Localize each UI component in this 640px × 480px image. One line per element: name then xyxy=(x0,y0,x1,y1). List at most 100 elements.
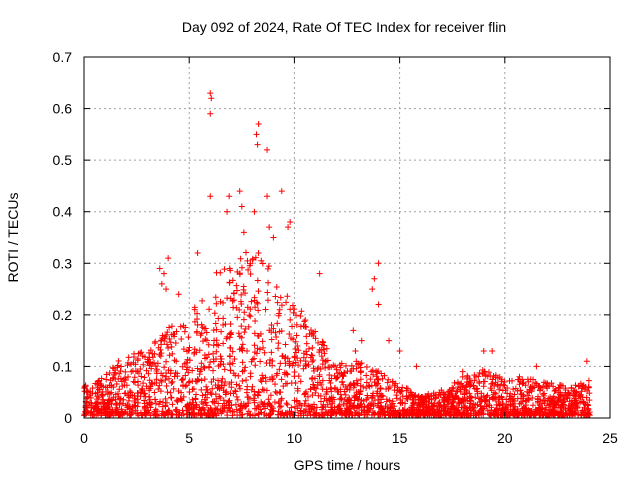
data-point xyxy=(453,393,460,400)
data-point xyxy=(333,366,340,373)
data-point xyxy=(134,390,141,397)
data-point xyxy=(173,328,180,335)
data-point xyxy=(222,389,229,396)
data-point xyxy=(292,359,299,366)
data-point xyxy=(287,316,294,323)
data-point xyxy=(355,396,362,403)
data-point xyxy=(98,399,105,406)
data-point xyxy=(533,380,540,387)
data-point xyxy=(227,353,234,360)
data-point xyxy=(384,379,391,386)
data-point xyxy=(138,386,145,393)
data-point xyxy=(276,389,283,396)
data-point xyxy=(151,389,158,396)
data-point xyxy=(312,335,319,342)
data-point xyxy=(341,369,348,376)
data-point xyxy=(351,392,358,399)
data-point xyxy=(169,350,176,357)
data-point xyxy=(259,386,266,393)
data-point xyxy=(324,401,331,408)
data-point xyxy=(254,345,261,352)
data-point xyxy=(108,400,115,407)
data-point xyxy=(203,402,210,409)
data-point xyxy=(292,338,299,345)
data-point xyxy=(309,352,316,359)
data-point xyxy=(431,411,438,418)
data-point xyxy=(322,409,329,416)
data-point xyxy=(352,347,359,354)
data-point xyxy=(357,376,364,383)
data-point xyxy=(255,403,262,410)
data-point xyxy=(155,401,162,408)
data-point xyxy=(321,350,328,357)
data-point xyxy=(212,294,219,301)
data-point xyxy=(106,411,113,418)
data-point xyxy=(206,306,213,313)
data-point xyxy=(259,260,266,267)
data-point xyxy=(482,397,489,404)
data-point xyxy=(530,412,537,419)
data-point xyxy=(165,367,172,374)
data-point xyxy=(197,332,204,339)
data-point xyxy=(118,406,125,413)
data-point xyxy=(276,306,283,313)
data-point xyxy=(310,357,317,364)
data-point xyxy=(261,349,268,356)
data-point xyxy=(249,383,256,390)
data-point xyxy=(581,411,588,418)
data-point xyxy=(342,409,349,416)
data-point xyxy=(274,389,281,396)
data-point xyxy=(503,401,510,408)
data-point xyxy=(232,388,239,395)
data-point xyxy=(95,386,102,393)
data-point xyxy=(194,249,201,256)
data-point xyxy=(517,387,524,394)
data-point xyxy=(409,392,416,399)
data-point xyxy=(106,396,113,403)
data-point xyxy=(247,373,254,380)
data-point xyxy=(350,404,357,411)
data-point xyxy=(104,384,111,391)
data-point xyxy=(238,264,245,271)
data-point xyxy=(270,325,277,332)
data-point xyxy=(550,393,557,400)
data-point xyxy=(436,389,443,396)
data-point xyxy=(92,405,99,412)
data-point xyxy=(107,377,114,384)
data-point xyxy=(358,409,365,416)
data-point xyxy=(134,396,141,403)
data-point xyxy=(155,344,162,351)
data-point xyxy=(382,412,389,419)
data-point xyxy=(243,249,250,256)
data-point xyxy=(328,396,335,403)
data-point xyxy=(253,299,260,306)
data-point xyxy=(120,410,127,417)
data-point xyxy=(284,380,291,387)
data-point xyxy=(312,389,319,396)
data-point xyxy=(213,326,220,333)
data-point xyxy=(264,193,271,200)
data-point xyxy=(265,263,272,270)
data-point xyxy=(198,377,205,384)
data-point xyxy=(132,368,139,375)
data-point xyxy=(149,380,156,387)
data-point xyxy=(425,393,432,400)
data-point xyxy=(341,396,348,403)
data-point xyxy=(555,410,562,417)
data-point xyxy=(278,302,285,309)
data-point xyxy=(463,378,470,385)
data-point xyxy=(566,411,573,418)
data-point xyxy=(217,353,224,360)
data-point xyxy=(129,409,136,416)
data-point xyxy=(126,394,133,401)
data-point xyxy=(330,362,337,369)
data-point xyxy=(219,382,226,389)
data-point xyxy=(310,368,317,375)
data-point xyxy=(242,364,249,371)
data-point xyxy=(159,332,166,339)
data-point xyxy=(190,386,197,393)
data-point xyxy=(559,382,566,389)
data-point xyxy=(520,379,527,386)
data-point xyxy=(240,286,247,293)
data-point xyxy=(451,405,458,412)
